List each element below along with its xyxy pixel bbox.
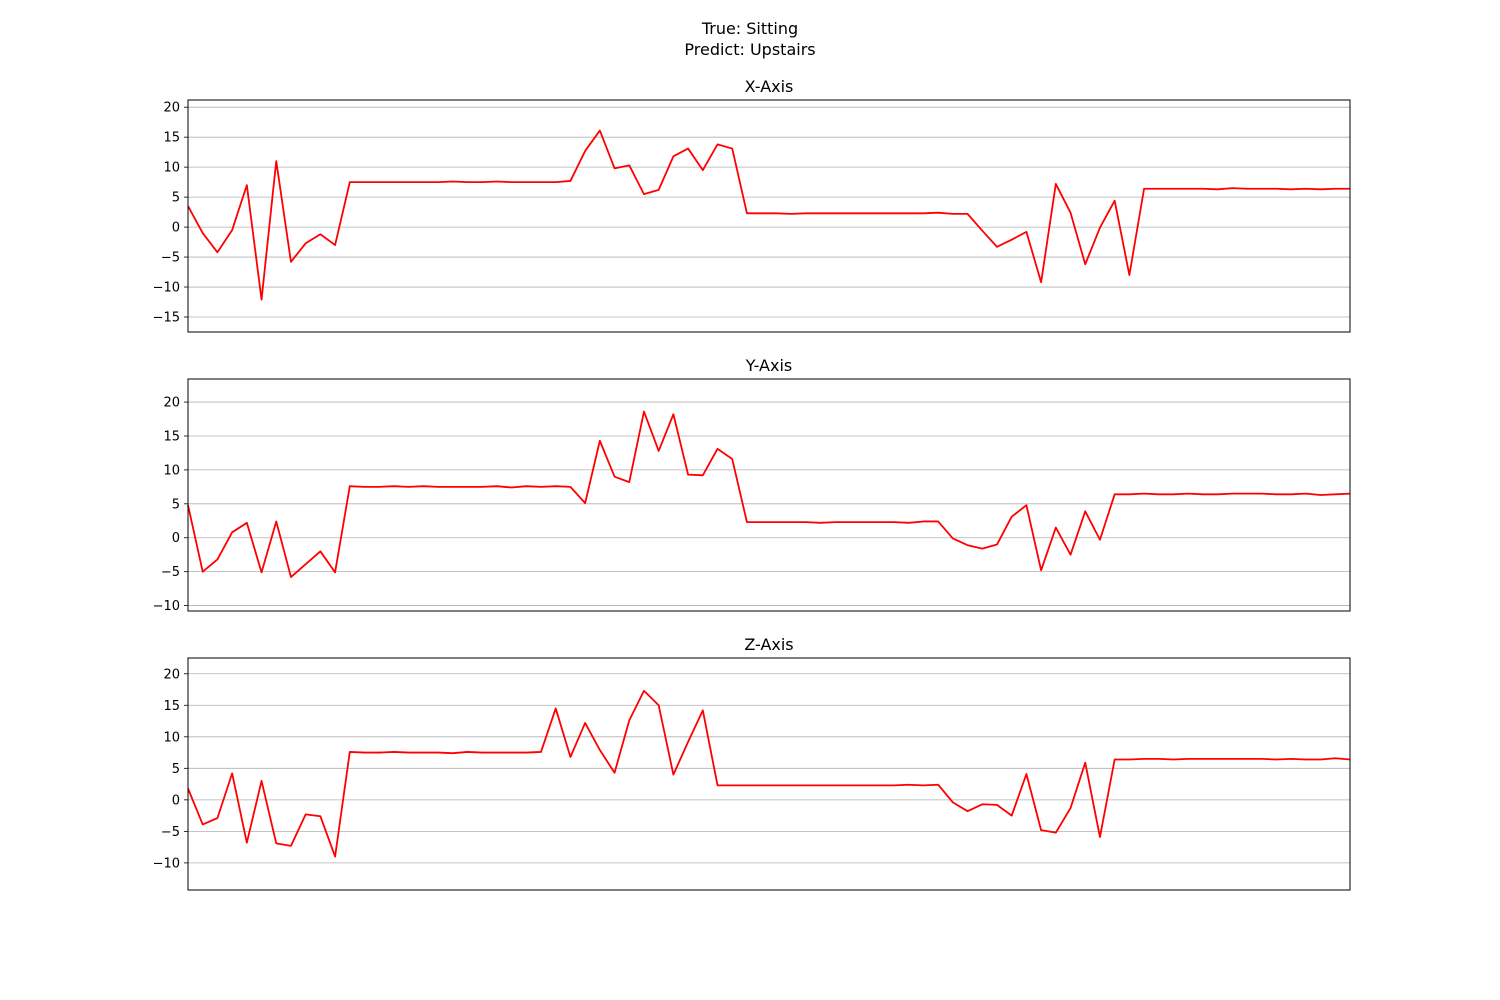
subplot-2: Y-Axis −10 −5 0 5 10 15 20 — [153, 356, 1351, 614]
series-line — [187, 410, 1351, 578]
y-tick-label: −5 — [161, 825, 180, 840]
subplots: X-Axis −15 −10 −5 0 5 10 15 20 Y-Axis −10 −5 0 5 10 15 2… — [153, 77, 1351, 891]
y-tick-label: 15 — [163, 429, 180, 444]
y-tick-label: 10 — [163, 463, 180, 478]
y-tick-label: 20 — [163, 396, 180, 411]
y-tick-label: 0 — [172, 221, 180, 236]
y-tick-label: 20 — [163, 667, 180, 682]
subplot-title: Z-Axis — [744, 635, 793, 654]
y-tick-label: 20 — [163, 101, 180, 116]
y-tick-label: −5 — [161, 251, 180, 266]
subplot-3: Z-Axis −10 −5 0 5 10 15 20 — [153, 635, 1351, 891]
suptitle-predict-label: Predict: Upstairs — [684, 40, 815, 59]
y-tick-label: 5 — [172, 497, 180, 512]
y-tick-label: 5 — [172, 762, 180, 777]
y-tick-label: −5 — [161, 565, 180, 580]
y-tick-label: 15 — [163, 699, 180, 714]
suptitle-true-label: True: Sitting — [701, 19, 798, 38]
y-tick-label: −15 — [153, 311, 180, 326]
subplot-title: Y-Axis — [745, 356, 793, 375]
y-tick-label: −10 — [153, 599, 180, 614]
subplot-title: X-Axis — [745, 77, 794, 96]
y-tick-label: −10 — [153, 281, 180, 296]
y-tick-label: −10 — [153, 856, 180, 871]
series-line — [187, 689, 1351, 858]
y-tick-label: 0 — [172, 531, 180, 546]
y-tick-label: 10 — [163, 730, 180, 745]
y-tick-label: 15 — [163, 131, 180, 146]
plot-frame — [187, 657, 1351, 891]
plot-frame — [187, 99, 1351, 333]
y-tick-label: 0 — [172, 793, 180, 808]
y-tick-label: 10 — [163, 161, 180, 176]
series-line — [187, 129, 1350, 301]
y-tick-label: 5 — [172, 191, 180, 206]
plot-frame — [187, 378, 1351, 612]
subplot-1: X-Axis −15 −10 −5 0 5 10 15 20 — [153, 77, 1351, 333]
